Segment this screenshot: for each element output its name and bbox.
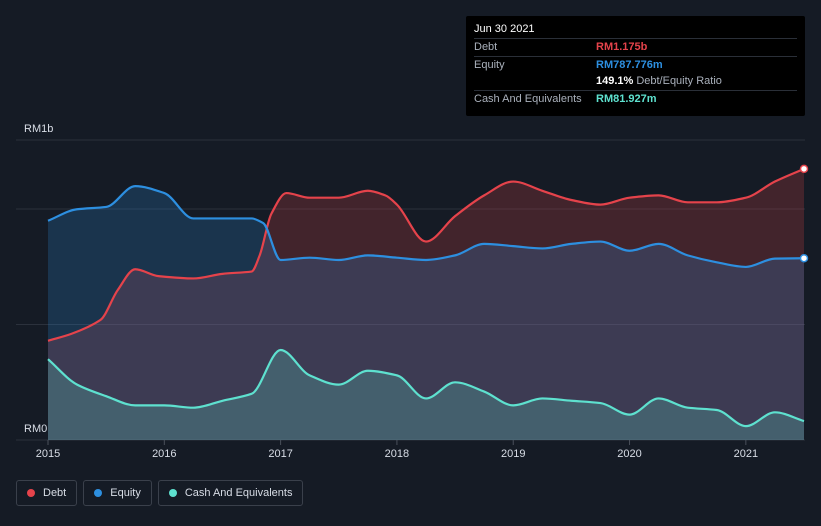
data-tooltip: Jun 30 2021 Debt RM1.175b Equity RM787.7… [466,16,805,116]
legend-dot-cash [168,489,177,497]
legend-item-equity[interactable]: Equity [83,480,152,506]
x-tick-label: 2015 [36,448,60,460]
tooltip-row-cash: Cash And Equivalents RM81.927m [474,90,797,107]
legend-dot-debt [27,489,35,497]
line-equity [47,185,805,269]
tooltip-row-debt: Debt RM1.175b [474,38,797,55]
series-lines [47,167,805,428]
series-areas [48,168,804,440]
x-tick-label: 2017 [268,448,292,460]
tooltip-row-equity: Equity RM787.776m [474,56,797,73]
x-tick-label: 2019 [501,448,525,460]
legend-label-equity: Equity [110,487,141,499]
x-tick-label: 2016 [152,448,176,460]
x-tick-label: 2020 [617,448,641,460]
y-axis-top-label: RM1b [24,123,53,135]
tooltip-row-ratio: 149.1% Debt/Equity Ratio [474,73,797,89]
tooltip-equity-value: RM787.776m [596,59,663,71]
tooltip-cash-label: Cash And Equivalents [474,93,582,105]
legend-label-debt: Debt [43,487,67,499]
area-cash-and-equivalents [48,350,804,440]
tooltip-debt-value: RM1.175b [596,41,648,53]
series-end-markers [799,164,809,263]
area-debt [48,168,804,440]
tooltip-debt-label: Debt [474,41,498,53]
chart-grid [16,139,805,441]
x-tick-label: 2021 [734,448,758,460]
x-tick-label: 2018 [385,448,409,460]
end-marker-equity [799,253,809,263]
tooltip-cash-value: RM81.927m [596,93,657,105]
end-marker-debt [799,164,809,174]
legend-label-cash: Cash And Equivalents [184,487,293,499]
tooltip-ratio-label: Debt/Equity Ratio [636,75,722,87]
tooltip-ratio-value: 149.1% [596,75,634,87]
tooltip-equity-label: Equity [474,59,505,71]
line-cash-and-equivalents [47,348,805,428]
line-debt [47,167,805,342]
x-axis-ticks: 2015 2016 2017 2018 2019 2020 2021 [36,440,758,460]
tooltip-date: Jun 30 2021 [474,23,535,35]
legend-item-debt[interactable]: Debt [16,480,78,506]
legend-item-cash[interactable]: Cash And Equivalents [157,480,304,506]
y-axis-bottom-label: RM0 [24,423,47,435]
legend-dot-equity [94,489,103,497]
area-equity [48,186,804,440]
chart-legend: Debt Equity Cash And Equivalents [16,480,304,506]
